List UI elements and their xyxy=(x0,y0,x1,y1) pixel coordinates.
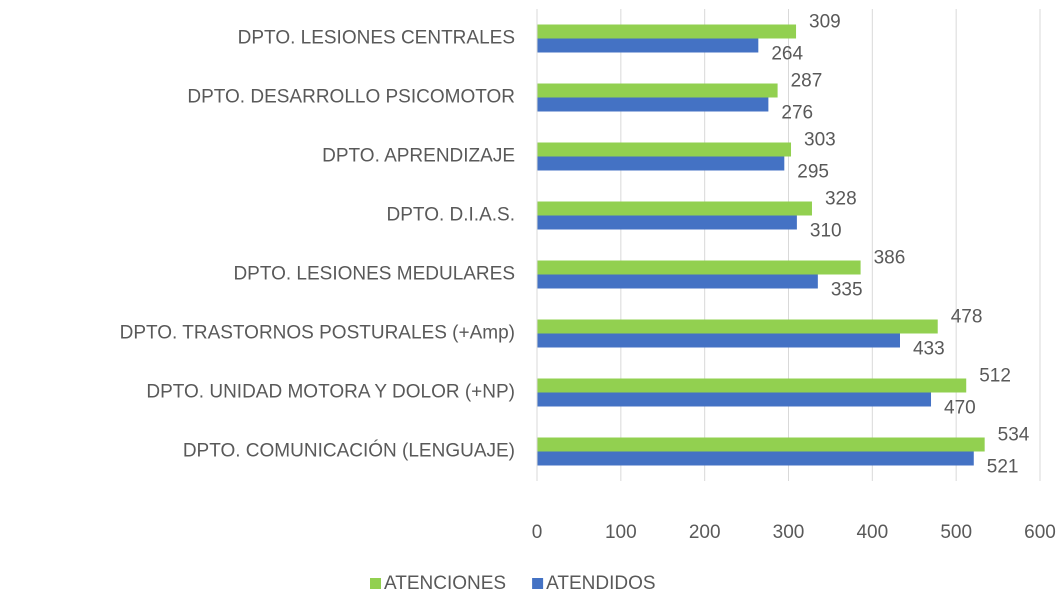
bar xyxy=(537,201,812,216)
bar xyxy=(537,142,792,157)
y-tick-label: DPTO. LESIONES MEDULARES xyxy=(233,264,515,285)
legend-swatch xyxy=(370,578,381,589)
y-tick-label: DPTO. TRASTORNOS POSTURALES (+Amp) xyxy=(120,323,515,344)
data-label: 295 xyxy=(797,162,829,183)
data-label: 287 xyxy=(791,71,823,92)
data-label: 328 xyxy=(825,189,857,210)
y-tick-label: DPTO. LESIONES CENTRALES xyxy=(238,28,515,49)
bar xyxy=(537,215,797,230)
x-tick-label: 0 xyxy=(532,522,543,543)
y-tick-label: DPTO. COMUNICACIÓN (LENGUAJE) xyxy=(183,440,515,462)
data-label: 512 xyxy=(979,366,1011,387)
x-tick-label: 600 xyxy=(1024,522,1056,543)
bar xyxy=(537,38,759,53)
data-label: 303 xyxy=(804,130,836,151)
y-tick-label: DPTO. D.I.A.S. xyxy=(387,205,515,226)
data-label: 310 xyxy=(810,221,842,242)
x-tick-label: 400 xyxy=(856,522,888,543)
bar xyxy=(537,319,938,334)
data-label: 335 xyxy=(831,280,863,301)
legend-label: ATENDIDOS xyxy=(546,573,655,594)
legend-label: ATENCIONES xyxy=(384,573,506,594)
bar xyxy=(537,83,778,98)
data-label: 478 xyxy=(951,307,983,328)
y-tick-label: DPTO. UNIDAD MOTORA Y DOLOR (+NP) xyxy=(146,382,515,403)
bar xyxy=(537,260,861,275)
bar xyxy=(537,333,900,348)
data-label: 386 xyxy=(874,248,906,269)
data-label: 534 xyxy=(998,425,1030,446)
data-label: 433 xyxy=(913,339,945,360)
x-tick-label: 300 xyxy=(773,522,805,543)
bar xyxy=(537,156,785,171)
bar xyxy=(537,437,985,452)
bar xyxy=(537,24,797,39)
x-tick-label: 200 xyxy=(689,522,721,543)
data-label: 276 xyxy=(781,103,813,124)
data-label: 309 xyxy=(809,12,841,33)
legend-swatch xyxy=(532,578,544,589)
bar xyxy=(537,451,974,466)
x-tick-label: 100 xyxy=(605,522,637,543)
data-label: 470 xyxy=(944,398,976,419)
data-label: 264 xyxy=(771,44,803,65)
bar xyxy=(537,392,932,407)
x-tick-label: 500 xyxy=(940,522,972,543)
y-tick-label: DPTO. DESARROLLO PSICOMOTOR xyxy=(187,87,515,108)
bar xyxy=(537,274,818,289)
bar xyxy=(537,378,967,393)
data-label: 521 xyxy=(987,457,1019,478)
y-tick-label: DPTO. APRENDIZAJE xyxy=(322,146,515,167)
bar xyxy=(537,97,769,112)
